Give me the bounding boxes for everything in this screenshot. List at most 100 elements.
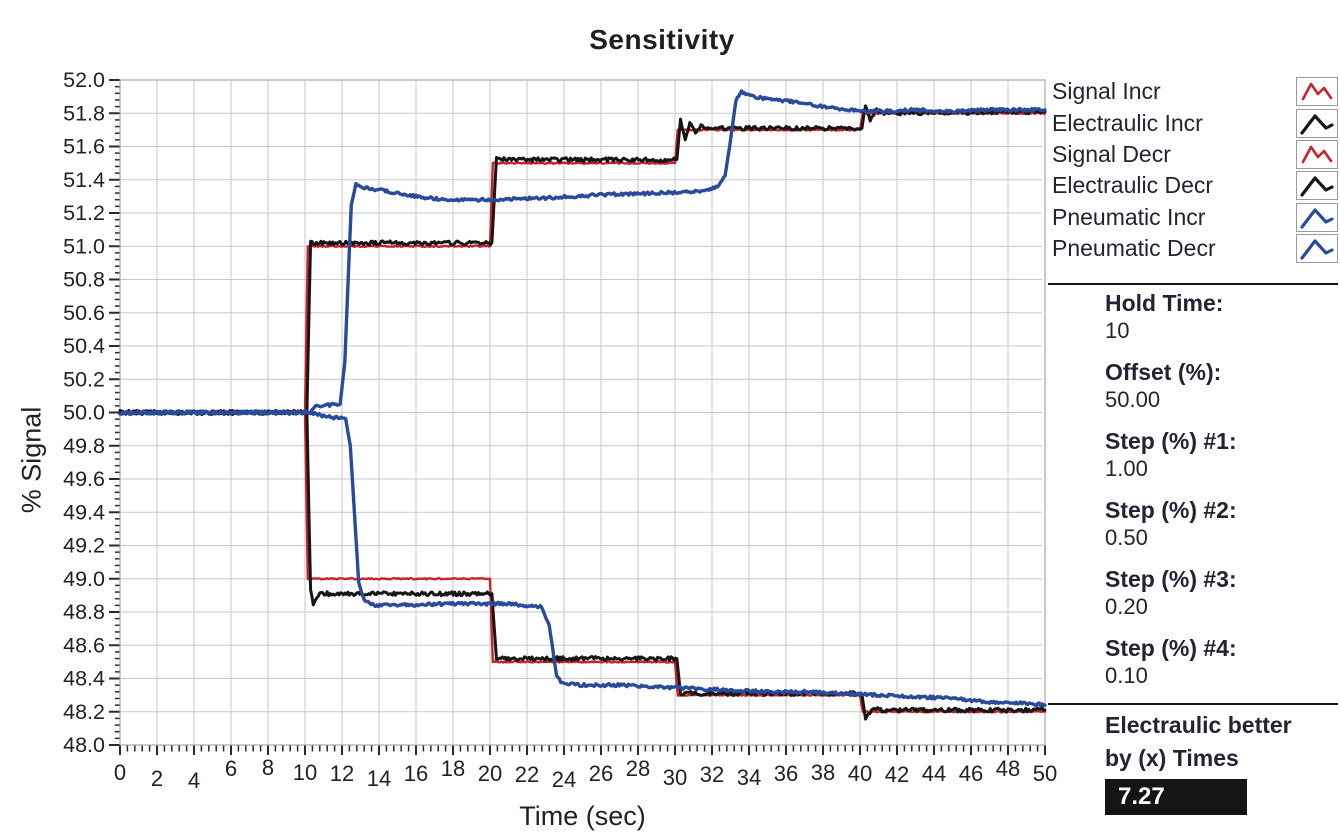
param-step-3: Step (%) #3: 0.20 xyxy=(1105,565,1337,621)
peak-icon xyxy=(1296,202,1338,232)
y-tick-label: 51.0 xyxy=(63,234,105,258)
series-electraulic-incr xyxy=(118,104,1047,416)
param-label: Offset (%): xyxy=(1105,359,1222,385)
panel-divider-top xyxy=(1048,283,1338,285)
legend-label: Pneumatic Decr xyxy=(1052,235,1216,262)
legend-label: Pneumatic Incr xyxy=(1052,203,1206,230)
y-tick-label: 48.4 xyxy=(63,667,105,691)
x-tick-label: 40 xyxy=(848,761,872,786)
wave-icon xyxy=(1296,139,1338,169)
chart-title: Sensitivity xyxy=(589,24,735,55)
x-tick-label: 12 xyxy=(330,761,354,786)
legend-item-pneumatic-decr: Pneumatic Decr xyxy=(1052,233,1338,264)
x-tick-label: 34 xyxy=(737,765,761,790)
param-offset: Offset (%): 50.00 xyxy=(1105,358,1337,414)
peak-icon xyxy=(1296,171,1338,201)
peak-icon xyxy=(1296,108,1338,138)
y-tick-label: 51.6 xyxy=(63,135,105,159)
y-tick-label: 51.8 xyxy=(63,101,105,125)
param-value: 1.00 xyxy=(1105,456,1148,481)
y-tick-label: 49.0 xyxy=(63,567,105,591)
legend-item-pneumatic-incr: Pneumatic Incr xyxy=(1052,202,1338,233)
param-value: 0.20 xyxy=(1105,594,1148,619)
panel-divider-bottom xyxy=(1048,703,1338,705)
series-signal-incr xyxy=(118,111,1047,415)
y-tick-label: 49.8 xyxy=(63,434,105,458)
x-tick-label: 46 xyxy=(959,761,983,786)
x-tick-label: 2 xyxy=(151,766,163,791)
wave-icon xyxy=(1296,77,1338,107)
x-tick-label: 44 xyxy=(922,761,946,786)
x-tick-label: 28 xyxy=(626,756,650,781)
y-tick-label: 52.0 xyxy=(63,68,105,92)
result-panel: Electraulic better by (x) Times 7.27 xyxy=(1105,709,1340,815)
param-label: Step (%) #3: xyxy=(1105,566,1237,592)
y-tick-label: 50.0 xyxy=(63,401,105,425)
y-tick-label: 49.4 xyxy=(63,500,105,524)
axes-layer: 48.0 48.2 48.4 48.6 48.8 49.0 49.2 49.4 49.6 49.8… xyxy=(63,68,1057,793)
x-tick-label: 6 xyxy=(225,756,237,781)
legend-label: Electraulic Decr xyxy=(1052,172,1214,199)
y-tick-label: 49.2 xyxy=(63,534,105,558)
param-value: 0.10 xyxy=(1105,663,1148,688)
x-tick-label: 32 xyxy=(700,762,724,787)
result-caption-line1: Electraulic better xyxy=(1105,712,1292,738)
y-tick-label: 48.6 xyxy=(63,633,105,657)
y-tick-label: 50.8 xyxy=(63,268,105,292)
param-label: Step (%) #1: xyxy=(1105,428,1237,454)
legend-item-electraulic-incr: Electraulic Incr xyxy=(1052,107,1338,138)
y-tick-label: 50.4 xyxy=(63,334,105,358)
legend-item-electraulic-decr: Electraulic Decr xyxy=(1052,170,1338,201)
x-tick-label: 26 xyxy=(589,761,613,786)
param-value: 10 xyxy=(1105,318,1130,343)
y-tick-label: 49.6 xyxy=(63,467,105,491)
param-label: Hold Time: xyxy=(1105,290,1224,316)
param-step-2: Step (%) #2: 0.50 xyxy=(1105,496,1337,552)
legend: Signal Incr Electraulic Incr Signal Decr… xyxy=(1052,76,1338,264)
legend-item-signal-incr: Signal Incr xyxy=(1052,76,1338,107)
series-layer xyxy=(118,89,1047,721)
series-electraulic-decr xyxy=(118,409,1047,721)
series-signal-decr xyxy=(118,410,1047,714)
result-caption-line2: by (x) Times xyxy=(1105,745,1239,771)
legend-item-signal-decr: Signal Decr xyxy=(1052,139,1338,170)
param-hold-time: Hold Time: 10 xyxy=(1105,289,1337,345)
y-tick-label: 48.2 xyxy=(63,700,105,724)
x-tick-label: 22 xyxy=(515,762,539,787)
y-tick-label: 50.6 xyxy=(63,301,105,325)
x-tick-label: 30 xyxy=(663,765,687,790)
series-pneumatic-decr xyxy=(118,409,1047,708)
x-tick-label: 16 xyxy=(404,761,428,786)
param-step-1: Step (%) #1: 1.00 xyxy=(1105,427,1337,483)
x-tick-label: 4 xyxy=(188,768,200,793)
x-tick-label: 20 xyxy=(478,761,502,786)
legend-label: Signal Decr xyxy=(1052,140,1171,167)
param-value: 50.00 xyxy=(1105,387,1161,412)
y-tick-label: 48.8 xyxy=(63,600,105,624)
y-tick-label: 50.2 xyxy=(63,367,105,391)
parameter-panel: Hold Time: 10 Offset (%): 50.00 Step (%)… xyxy=(1105,289,1337,703)
x-tick-label: 48 xyxy=(996,756,1020,781)
peak-icon xyxy=(1296,234,1338,264)
x-tick-label: 38 xyxy=(811,760,835,785)
series-pneumatic-incr xyxy=(118,89,1047,416)
x-tick-label: 24 xyxy=(552,767,576,792)
param-value: 0.50 xyxy=(1105,525,1148,550)
legend-label: Signal Incr xyxy=(1052,78,1161,105)
param-step-4: Step (%) #4: 0.10 xyxy=(1105,634,1337,690)
y-tick-label: 51.2 xyxy=(63,201,105,225)
x-tick-label: 14 xyxy=(367,766,391,791)
param-label: Step (%) #4: xyxy=(1105,635,1237,661)
y-tick-label: 48.0 xyxy=(63,733,105,757)
x-tick-label: 8 xyxy=(262,755,274,780)
x-axis-title: Time (sec) xyxy=(519,801,646,831)
x-tick-label: 0 xyxy=(114,760,126,785)
legend-label: Electraulic Incr xyxy=(1052,109,1203,136)
param-label: Step (%) #2: xyxy=(1105,497,1237,523)
x-tick-label: 42 xyxy=(885,762,909,787)
x-tick-label: 50 xyxy=(1033,761,1057,786)
y-tick-label: 51.4 xyxy=(63,168,105,192)
result-value-indicator: 7.27 xyxy=(1105,779,1247,815)
